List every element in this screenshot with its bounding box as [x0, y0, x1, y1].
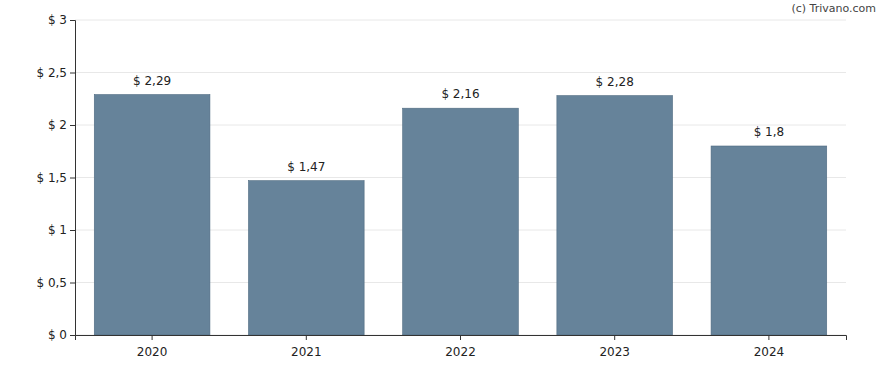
data-label: $ 2,29 [133, 74, 171, 88]
y-tick-label: $ 1 [48, 223, 67, 237]
y-tick-mark [70, 20, 75, 21]
data-labels: $ 2,29 $ 1,47 $ 2,16 $ 2,28 $ 1,8 [133, 74, 784, 174]
y-tick: $ 3 [48, 13, 75, 27]
grid-line [75, 72, 846, 73]
bar [248, 181, 364, 335]
x-tick: 2024 [754, 335, 785, 359]
y-tick-label: $ 1,5 [36, 171, 67, 185]
grid [75, 20, 846, 335]
x-tick-label: 2021 [291, 345, 322, 359]
data-label: $ 1,47 [287, 160, 325, 174]
bars [94, 95, 826, 335]
x-tick-label: 2023 [599, 345, 630, 359]
y-tick: $ 2 [48, 118, 75, 132]
y-tick: $ 0,5 [36, 276, 75, 290]
annotation: (c) Trivano.com [791, 2, 876, 15]
x-axis-line [76, 336, 847, 341]
x-tick: 2021 [291, 335, 322, 359]
chart: $ 2,29 $ 1,47 $ 2,16 $ 2,28 $ 1,8 $ 0 $ 0,5 $ 1… [0, 0, 888, 370]
x-tick-label: 2020 [137, 345, 168, 359]
x-tick: 2020 [137, 335, 168, 359]
x-tick: 2022 [445, 335, 476, 359]
y-tick: $ 2,5 [36, 66, 75, 80]
data-label: $ 2,16 [441, 87, 479, 101]
y-axis: $ 0 $ 0,5 $ 1 $ 1,5 $ 2 $ 2,5 $ 3 [36, 13, 75, 342]
y-tick-label: $ 2,5 [36, 66, 67, 80]
bar [711, 146, 827, 335]
x-tick-mark [614, 335, 615, 340]
bar [403, 108, 519, 335]
y-tick-label: $ 0,5 [36, 276, 67, 290]
y-tick: $ 0 [48, 328, 75, 342]
y-tick: $ 1,5 [36, 171, 75, 185]
y-tick-mark [70, 283, 75, 284]
grid-line [75, 20, 846, 21]
x-tick-label: 2024 [754, 345, 785, 359]
y-tick-label: $ 2 [48, 118, 67, 132]
y-tick-mark [70, 178, 75, 179]
x-axis: 2020 2021 2022 2023 2024 [76, 335, 847, 359]
y-tick-mark [70, 230, 75, 231]
bar [557, 96, 673, 335]
x-tick: 2023 [599, 335, 630, 359]
data-label: $ 2,28 [596, 75, 634, 89]
y-axis-line [70, 21, 76, 336]
y-tick-label: $ 3 [48, 13, 67, 27]
x-tick-mark [768, 335, 769, 340]
x-tick-mark [460, 335, 461, 340]
data-label: $ 1,8 [754, 125, 785, 139]
x-tick-mark [306, 335, 307, 340]
y-tick: $ 1 [48, 223, 75, 237]
y-tick-mark [70, 335, 75, 336]
y-tick-mark [70, 125, 75, 126]
y-tick-mark [70, 73, 75, 74]
plot: $ 2,29 $ 1,47 $ 2,16 $ 2,28 $ 1,8 $ 0 $ 0,5 $ 1… [36, 13, 846, 359]
y-tick-label: $ 0 [48, 328, 67, 342]
x-tick-label: 2022 [445, 345, 476, 359]
x-tick-mark [152, 335, 153, 340]
bar [94, 95, 210, 335]
